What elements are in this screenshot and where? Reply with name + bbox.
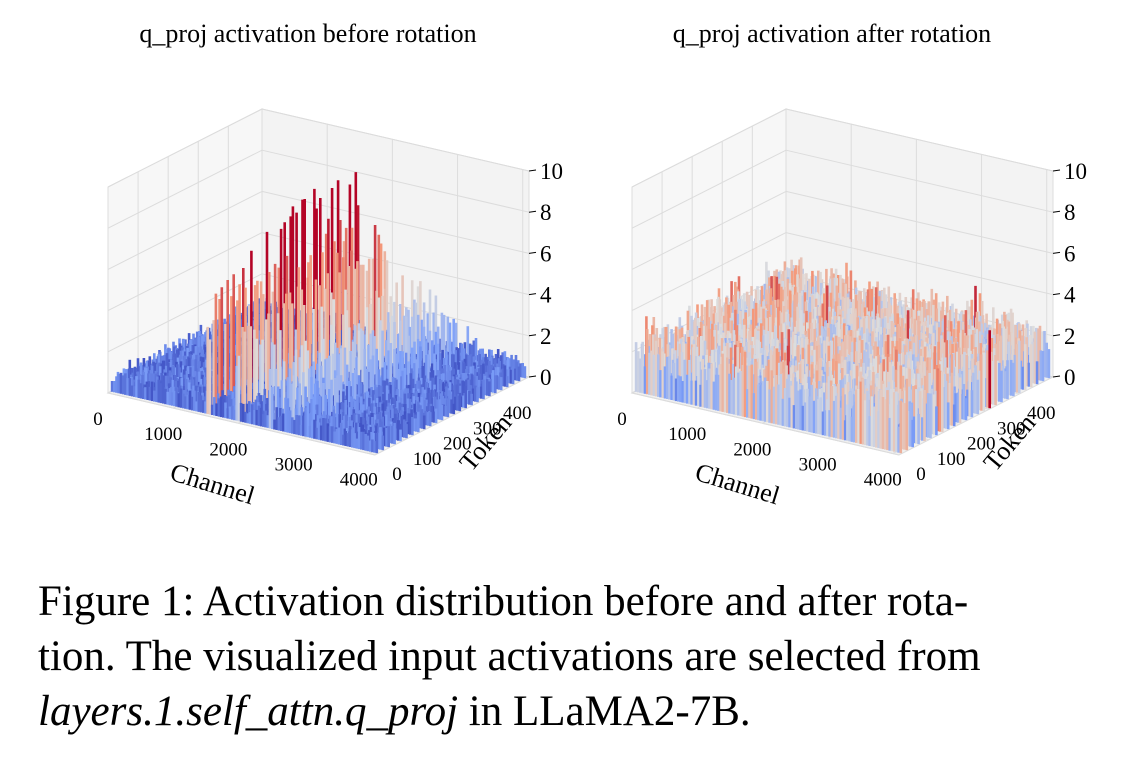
z-tick-label: 2 <box>540 324 552 349</box>
grid-line <box>631 392 900 456</box>
z-tick-mark <box>528 169 537 172</box>
y-tick-label: 400 <box>503 403 532 424</box>
grid-line <box>261 149 530 213</box>
z-tick-mark <box>528 375 537 378</box>
z-tick-mark <box>528 210 537 213</box>
grid-line <box>785 108 1054 172</box>
grid-line <box>261 108 530 172</box>
grid-line <box>261 190 530 254</box>
y-tick-label: 100 <box>413 449 442 470</box>
grid-line <box>107 392 376 456</box>
grid-line <box>785 190 1054 254</box>
grid-line <box>785 149 1054 213</box>
x-tick-label: 3000 <box>275 454 313 475</box>
activation-bars <box>634 257 1051 454</box>
z-tick-labels: 0 2 4 6 8 10 <box>528 159 563 390</box>
grid-line <box>631 232 787 312</box>
grid-line <box>107 273 263 353</box>
z-tick-label: 8 <box>540 200 552 225</box>
z-tick-mark <box>528 293 537 296</box>
grid-line <box>785 232 1054 296</box>
y-tick-label: 0 <box>392 464 402 485</box>
x-tick-label: 1000 <box>144 424 182 445</box>
grid-line <box>107 232 263 312</box>
grid-line <box>107 149 263 229</box>
z-tick-label: 4 <box>540 283 552 308</box>
z-tick-label: 0 <box>540 365 552 390</box>
z-tick-label: 10 <box>540 159 563 184</box>
x-axis-label: Channel <box>167 457 258 510</box>
y-tick-label: 200 <box>443 434 472 455</box>
figure-canvas: q_proj activation before rotation 010002… <box>93 19 1087 510</box>
grid-line <box>631 149 787 229</box>
activation-bars <box>110 172 527 454</box>
z-tick-mark <box>528 334 537 337</box>
grid-line <box>107 190 263 270</box>
y-tick-label: 300 <box>473 418 502 439</box>
chart-before-rotation: q_proj activation before rotation 010002… <box>93 19 563 510</box>
grid-line <box>631 190 787 270</box>
grid-line <box>631 108 787 188</box>
z-tick-label: 6 <box>540 241 552 266</box>
x-tick-label: 4000 <box>340 470 378 491</box>
chart-title: q_proj activation after rotation <box>673 19 991 48</box>
chart-title: q_proj activation before rotation <box>139 19 476 48</box>
chart-after-rotation: q_proj activation after rotation 0100020… <box>617 19 1087 510</box>
z-tick-mark <box>528 251 537 254</box>
grid-line <box>261 232 530 296</box>
x-tick-label: 2000 <box>209 439 247 460</box>
x-tick-label: 0 <box>93 409 103 430</box>
grid-line <box>107 108 263 188</box>
x-tick-labels: 0 1000 2000 3000 4000 <box>93 409 377 491</box>
